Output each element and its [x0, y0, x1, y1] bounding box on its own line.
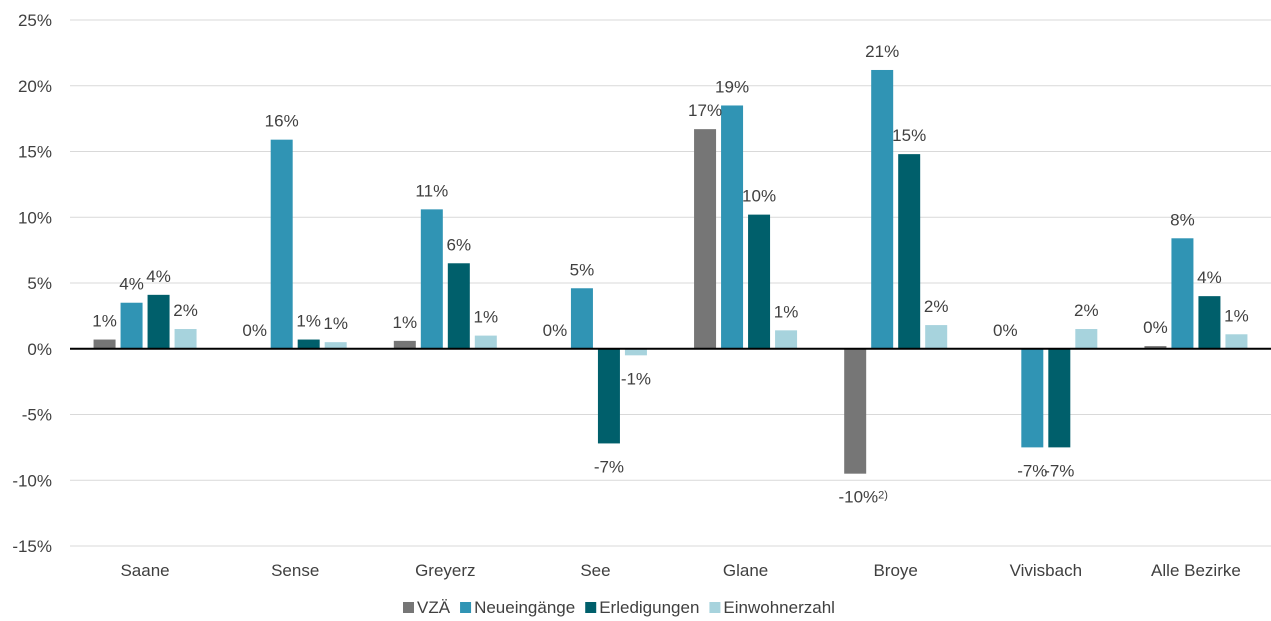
- x-tick-label: See: [580, 561, 610, 580]
- bar: [420, 209, 443, 349]
- data-label: 4%: [119, 275, 144, 294]
- legend-label: Einwohnerzahl: [723, 598, 835, 617]
- data-label: -1%: [621, 369, 651, 388]
- data-label: 1%: [323, 314, 348, 333]
- bar: [324, 342, 347, 349]
- data-label: 17%: [688, 101, 722, 120]
- bar: [447, 263, 470, 349]
- bar: [393, 340, 416, 349]
- data-label: 1%: [92, 312, 117, 331]
- bar: [898, 154, 921, 349]
- legend-swatch: [460, 602, 472, 613]
- data-label: 10%: [742, 187, 776, 206]
- data-label: 0%: [543, 321, 568, 340]
- data-label: 2%: [173, 301, 198, 320]
- legend-swatch: [709, 602, 721, 613]
- y-tick-label: 0%: [27, 340, 52, 359]
- data-label: -7%: [594, 457, 624, 476]
- legend: VZÄ Neueingänge Erledigungen Einwohnerzahl: [403, 598, 835, 617]
- legend-label: Neueingänge: [474, 598, 575, 617]
- bar: [1171, 238, 1194, 349]
- y-axis: 25% 20% 15% 10% 5% 0% -5% -10% -15%: [12, 11, 52, 556]
- bar: [1198, 296, 1221, 349]
- bar: [474, 335, 497, 349]
- bar: [1144, 346, 1167, 349]
- bar: [871, 69, 894, 349]
- data-label: 6%: [447, 235, 472, 254]
- data-label: -7%: [1044, 461, 1074, 480]
- data-label: -7%: [1017, 461, 1047, 480]
- bar: [297, 339, 320, 349]
- data-label: 0%: [993, 321, 1018, 340]
- y-tick-label: -10%: [12, 471, 52, 490]
- x-tick-label: Sense: [271, 561, 319, 580]
- data-label: 15%: [892, 126, 926, 145]
- bar: [270, 139, 293, 349]
- data-label: 1%: [393, 313, 418, 332]
- data-label: 2%: [1074, 301, 1099, 320]
- x-tick-label: Glane: [723, 561, 768, 580]
- bar: [925, 325, 948, 349]
- bar: [844, 348, 867, 474]
- data-label: 11%: [415, 181, 448, 200]
- bar: [1048, 348, 1071, 448]
- bar: [93, 339, 116, 349]
- bar: [120, 302, 143, 349]
- x-axis: Saane Sense Greyerz See Glane Broye Vivisbach A…: [120, 561, 1240, 580]
- data-label: 2%: [924, 297, 949, 316]
- data-label: 21%: [865, 42, 899, 61]
- bar: [721, 105, 744, 349]
- y-tick-label: 10%: [18, 208, 52, 227]
- x-tick-label: Greyerz: [415, 561, 475, 580]
- bar: [775, 330, 798, 349]
- data-label: -10%2): [838, 488, 887, 507]
- data-label: 0%: [242, 321, 267, 340]
- data-label: 0%: [1143, 318, 1168, 337]
- y-tick-label: 20%: [18, 77, 52, 96]
- data-label: 16%: [265, 112, 299, 131]
- data-label: 1%: [296, 312, 321, 331]
- x-tick-label: Broye: [873, 561, 917, 580]
- data-label: 1%: [774, 302, 799, 321]
- data-labels: 1%4% 4%2%0%16%1% 1% 1%11%6%1%0%5%-7%-1%17%1…: [92, 42, 1248, 507]
- data-label: 1%: [1224, 306, 1249, 325]
- bar: [1225, 334, 1248, 349]
- legend-label: Erledigungen: [599, 598, 699, 617]
- bar: [748, 214, 771, 349]
- y-tick-label: 25%: [18, 11, 52, 30]
- bar: [1075, 329, 1098, 349]
- y-tick-label: -5%: [22, 406, 52, 425]
- legend-swatch: [403, 602, 414, 613]
- legend-label: VZÄ: [417, 598, 451, 617]
- bar: [597, 348, 620, 444]
- bar: [624, 348, 647, 356]
- y-tick-label: 5%: [27, 274, 52, 293]
- bar: [174, 329, 197, 349]
- x-tick-label: Vivisbach: [1010, 561, 1082, 580]
- gridlines: [70, 19, 1271, 547]
- y-tick-label: -15%: [12, 537, 52, 556]
- data-label: 4%: [146, 267, 171, 286]
- data-label-footnote: 2): [878, 490, 888, 502]
- data-label: 1%: [474, 308, 499, 327]
- data-label: 19%: [715, 77, 749, 96]
- y-tick-label: 15%: [18, 143, 52, 162]
- data-label: 4%: [1197, 268, 1222, 287]
- bar: [147, 294, 170, 349]
- data-label: 8%: [1170, 210, 1195, 229]
- bars: [93, 69, 1248, 474]
- bar: [1021, 348, 1044, 448]
- x-tick-label: Alle Bezirke: [1151, 561, 1241, 580]
- x-tick-label: Saane: [120, 561, 169, 580]
- data-label: 5%: [570, 260, 595, 279]
- legend-swatch: [585, 602, 597, 613]
- bar: [570, 288, 593, 349]
- bar: [694, 129, 717, 349]
